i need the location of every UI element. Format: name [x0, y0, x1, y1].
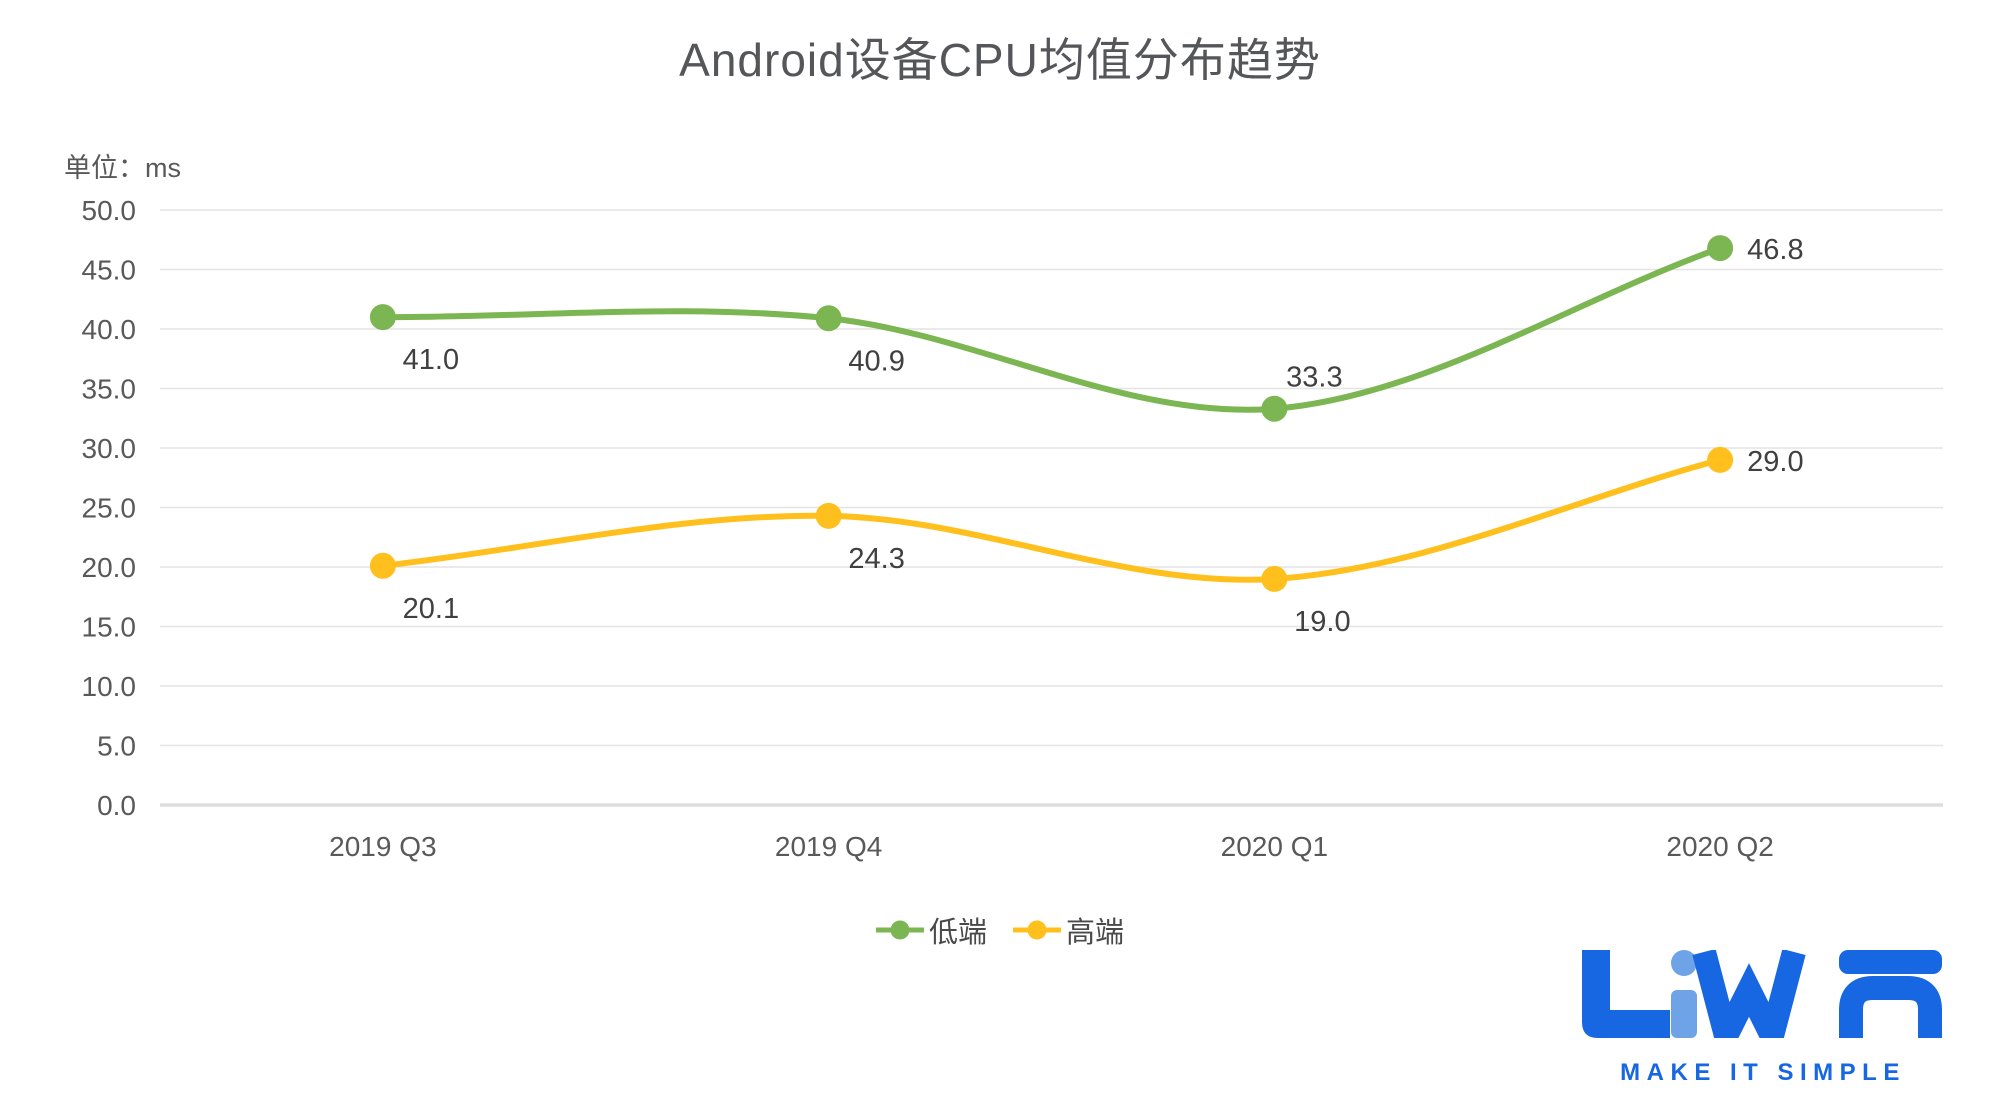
x-tick-label: 2020 Q1 [1221, 831, 1328, 862]
brand-logo: MAKE IT SIMPLE [1581, 948, 1945, 1087]
data-point [369, 304, 396, 331]
y-tick-label: 35.0 [82, 374, 137, 405]
liwa-logo-icon [1582, 948, 1942, 1070]
y-tick-label: 50.0 [82, 195, 137, 226]
logo-letter-l [1582, 950, 1670, 1038]
logo-letter-a-top [1839, 950, 1942, 974]
y-tick-label: 40.0 [82, 314, 137, 345]
logo-letter-a-arch [1839, 976, 1942, 1038]
y-tick-label: 5.0 [97, 731, 136, 762]
data-point [369, 552, 396, 579]
data-point [815, 502, 842, 529]
y-tick-label: 15.0 [82, 612, 137, 643]
x-tick-label: 2019 Q3 [329, 831, 436, 862]
value-label: 33.3 [1286, 362, 1342, 394]
legend: 低端 高端 [0, 906, 2000, 954]
logo-letter-i-stem [1671, 990, 1697, 1038]
y-tick-label: 20.0 [82, 552, 137, 583]
legend-item-low-end[interactable]: 低端 [875, 909, 987, 951]
x-tick-label: 2020 Q2 [1666, 831, 1773, 862]
series-line-低端 [379, 245, 1724, 413]
logo-letter-w [1692, 948, 1806, 1070]
y-tick-label: 25.0 [82, 493, 137, 524]
value-label: 41.0 [403, 344, 459, 376]
y-tick-label: 45.0 [82, 255, 137, 286]
y-tick-label: 10.0 [82, 671, 137, 702]
data-point [1261, 565, 1288, 592]
legend-item-high-end[interactable]: 高端 [1013, 909, 1124, 951]
value-label: 24.3 [848, 543, 904, 575]
value-label: 20.1 [403, 593, 459, 625]
data-point [1261, 395, 1288, 422]
logo-tagline: MAKE IT SIMPLE [1620, 1059, 1906, 1086]
y-tick-label: 30.0 [82, 433, 137, 464]
legend-label-high-end: 高端 [1066, 917, 1125, 949]
data-point [1707, 446, 1734, 473]
value-label: 46.8 [1747, 234, 1803, 266]
y-axis-unit-label: 单位：ms [64, 153, 181, 183]
data-point [1707, 235, 1734, 262]
x-tick-label: 2019 Q4 [775, 831, 882, 862]
data-point [815, 305, 842, 332]
y-tick-label: 0.0 [97, 790, 136, 821]
value-label: 40.9 [848, 345, 904, 377]
series-line-高端 [379, 456, 1724, 583]
legend-label-low-end: 低端 [928, 917, 987, 949]
legend-marker-low-end-icon [875, 920, 924, 940]
value-label: 29.0 [1747, 446, 1803, 478]
chart-title: Android设备CPU均值分布趋势 [679, 34, 1321, 86]
logo-letter-i-dot [1671, 950, 1697, 976]
value-label: 19.0 [1294, 606, 1350, 638]
legend-marker-high-end-icon [1013, 920, 1061, 940]
